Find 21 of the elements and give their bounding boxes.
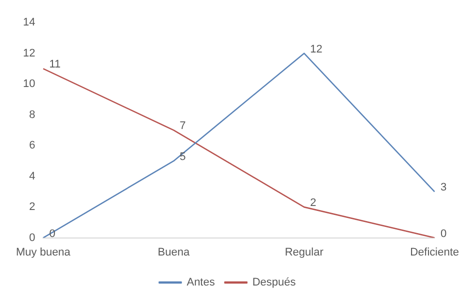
- y-tick-label: 8: [29, 108, 36, 121]
- y-tick-label: 14: [22, 16, 36, 29]
- x-tick-label: Buena: [158, 246, 190, 258]
- data-label: 11: [49, 58, 61, 71]
- legend-label: Antes: [186, 276, 216, 289]
- data-label: 2: [310, 197, 316, 210]
- y-tick-label: 0: [29, 232, 36, 244]
- data-label: 0: [440, 228, 447, 240]
- legend-label: Después: [252, 276, 296, 289]
- x-tick-label: Deficiente: [410, 246, 460, 258]
- y-tick-label: 10: [22, 78, 36, 90]
- x-tick-label: Muy buena: [16, 246, 72, 258]
- y-tick-label: 12: [22, 47, 36, 60]
- data-label: 5: [180, 150, 186, 163]
- x-tick-label: Regular: [284, 246, 324, 258]
- y-tick-label: 2: [29, 201, 36, 214]
- data-label: 7: [180, 120, 186, 132]
- y-tick-label: 4: [29, 170, 36, 182]
- y-tick-label: 6: [29, 140, 36, 152]
- data-label: 3: [440, 182, 447, 194]
- data-label: 12: [310, 43, 322, 56]
